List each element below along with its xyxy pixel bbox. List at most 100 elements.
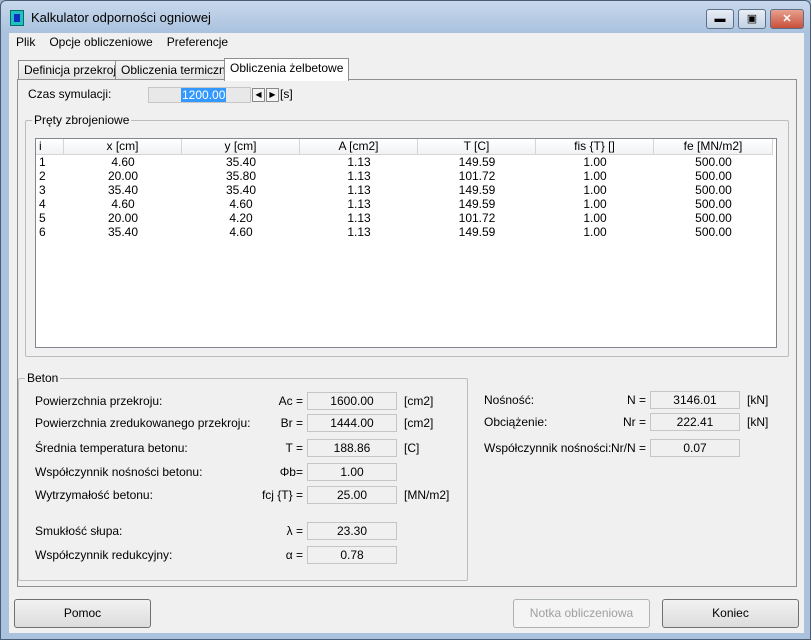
table-cell: 1.13 [347, 225, 371, 239]
field-unit: [MN/m2] [404, 488, 450, 502]
field-label: Współczynnik nośności betonu: [35, 465, 203, 479]
tab-zelbetowe[interactable]: Obliczenia żelbetowe [224, 58, 350, 81]
maximize-button[interactable]: ▣ [738, 9, 766, 29]
tab-termiczne[interactable]: Obliczenia termiczne [115, 60, 239, 80]
value-field: 0.78 [307, 546, 397, 564]
table-cell: 1.13 [347, 169, 371, 183]
sim-label: Czas symulacji: [28, 87, 112, 101]
table-cell: 1.13 [347, 183, 371, 197]
note-button[interactable]: Notka obliczeniowa [513, 599, 650, 628]
close-button[interactable]: ✕ [770, 9, 804, 29]
value-field: 3146.01 [650, 391, 740, 409]
table-cell: 35.40 [107, 183, 139, 197]
field-symbol: T = [285, 441, 303, 455]
minimize-button[interactable]: ▬ [706, 9, 734, 29]
table-cell: 4.60 [229, 225, 253, 239]
field-label: Średnia temperatura betonu: [35, 441, 188, 455]
help-button[interactable]: Pomoc [14, 599, 151, 628]
field-symbol: Nr/N = [610, 441, 646, 455]
table-cell: 149.59 [458, 225, 496, 239]
table-cell: 1.00 [583, 211, 607, 225]
tab-panel: Czas symulacji: 1200.00 ◀ ▶ [s] Pręty zb… [17, 79, 797, 587]
field-symbol: Ac = [278, 394, 303, 408]
field-unit: [cm2] [404, 394, 434, 408]
column-header[interactable]: fis {T} [] [536, 139, 654, 155]
menu-bar: Plik Opcje obliczeniowe Preferencje [9, 33, 804, 51]
table-cell: 3 [39, 183, 46, 197]
table-cell: 35.80 [225, 169, 257, 183]
field-unit: [kN] [747, 393, 769, 407]
bars-group-title: Pręty zbrojeniowe [32, 113, 132, 127]
column-header[interactable]: fe [MN/m2] [654, 139, 773, 155]
field-label: Smukłość słupa: [35, 524, 123, 538]
menu-plik[interactable]: Plik [16, 35, 36, 49]
table-cell: 149.59 [458, 197, 496, 211]
table-cell: 500.00 [695, 169, 732, 183]
field-label: Wytrzymałość betonu: [35, 488, 153, 502]
value-field: 1444.00 [307, 414, 397, 432]
menu-preferencje[interactable]: Preferencje [166, 35, 229, 49]
table-cell: 35.40 [225, 155, 257, 169]
table-cell: 35.40 [107, 225, 139, 239]
end-button[interactable]: Koniec [662, 599, 799, 628]
table-cell: 5 [39, 211, 46, 225]
field-symbol: N = [626, 393, 646, 407]
sim-right-arrow[interactable]: ▶ [266, 88, 279, 102]
table-cell: 6 [39, 225, 46, 239]
sim-value: 1200.00 [181, 88, 227, 102]
value-field: 1.00 [307, 463, 397, 481]
field-label: Obciążenie: [484, 415, 548, 429]
field-unit: [kN] [747, 415, 769, 429]
field-symbol: Br = [280, 416, 303, 430]
beton-group: Beton Powierzchnia przekroju: Ac = 1600.00… [18, 371, 468, 581]
table-cell: 500.00 [695, 183, 732, 197]
column-header[interactable]: A [cm2] [300, 139, 418, 155]
app-icon [10, 10, 24, 26]
table-cell: 1.00 [583, 183, 607, 197]
column-header[interactable]: T [C] [418, 139, 536, 155]
value-field: 222.41 [650, 413, 740, 431]
field-unit: [cm2] [404, 416, 434, 430]
field-symbol: λ = [286, 524, 303, 538]
table-cell: 1.00 [583, 225, 607, 239]
table-cell: 149.59 [458, 155, 496, 169]
column-header[interactable]: i [36, 139, 64, 155]
table-cell: 149.59 [458, 183, 496, 197]
column-header[interactable]: y [cm] [182, 139, 300, 155]
field-label: Powierzchnia przekroju: [35, 394, 163, 408]
table-cell: 1.13 [347, 155, 371, 169]
table-cell: 500.00 [695, 197, 732, 211]
table-cell: 500.00 [695, 211, 732, 225]
sim-left-arrow[interactable]: ◀ [252, 88, 265, 102]
menu-opcje[interactable]: Opcje obliczeniowe [49, 35, 153, 49]
value-field: 0.07 [650, 439, 740, 457]
table-cell: 20.00 [107, 211, 139, 225]
field-label: Współczynnik nośności: [484, 441, 612, 455]
field-symbol: Nr = [622, 415, 646, 429]
table-cell: 4 [39, 197, 46, 211]
table-cell: 1.13 [347, 211, 371, 225]
field-unit: [C] [404, 441, 420, 455]
table-cell: 4.20 [229, 211, 253, 225]
beton-group-title: Beton [25, 371, 61, 385]
table-cell: 1.00 [583, 169, 607, 183]
table-cell: 35.40 [225, 183, 257, 197]
table-cell: 4.60 [229, 197, 253, 211]
sim-input[interactable]: 1200.00 [148, 87, 251, 103]
table-cell: 2 [39, 169, 46, 183]
window-title: Kalkulator odporności ogniowej [31, 10, 211, 25]
table-cell: 101.72 [458, 169, 496, 183]
table-cell: 4.60 [111, 155, 135, 169]
table-cell: 500.00 [695, 155, 732, 169]
value-field: 25.00 [307, 486, 397, 504]
column-header[interactable]: x [cm] [64, 139, 182, 155]
value-field: 188.86 [307, 439, 397, 457]
client-area: Plik Opcje obliczeniowe Preferencje Defi… [9, 33, 804, 633]
table-cell: 500.00 [695, 225, 732, 239]
value-field: 23.30 [307, 522, 397, 540]
tab-definicja[interactable]: Definicja przekroju [18, 60, 129, 80]
table-cell: 101.72 [458, 211, 496, 225]
